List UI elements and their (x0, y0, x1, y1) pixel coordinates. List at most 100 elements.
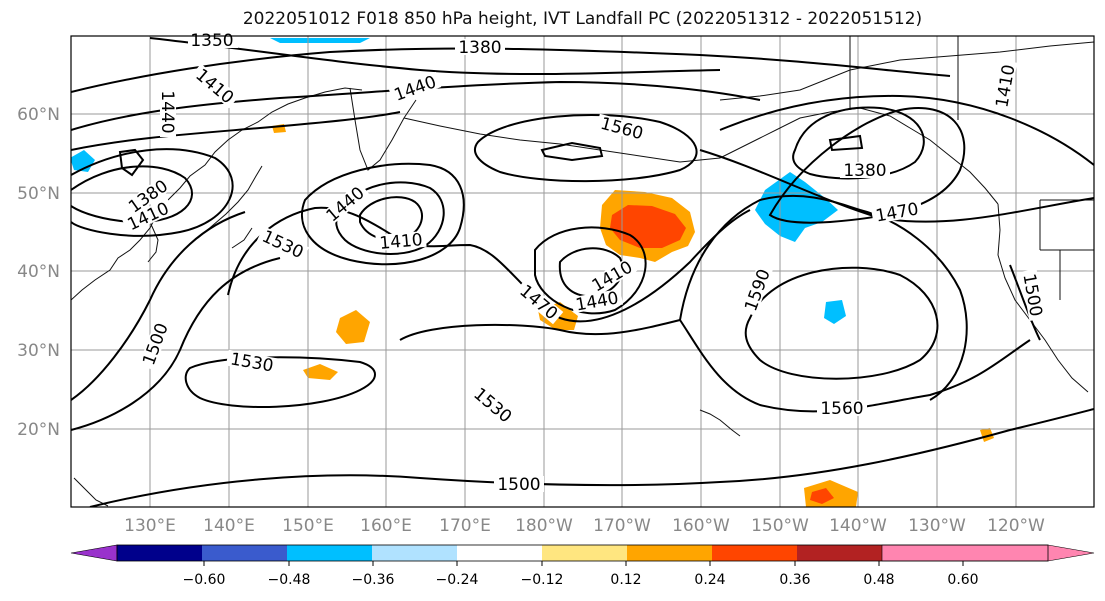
colorbar-tick-label: −0.60 (183, 572, 226, 588)
colorbar (70, 544, 1095, 566)
contour (679, 194, 968, 401)
ivt-positive-patch-small (303, 364, 338, 380)
lon-ticks: 130°E 140°E 150°E 160°E 170°E 180°W 170°… (124, 516, 1045, 536)
lon-tick-label: 180°W (515, 516, 573, 536)
contour (227, 206, 751, 323)
contour (399, 318, 1031, 413)
north-america-coast (997, 203, 1089, 393)
colorbar-tick-label: −0.36 (352, 572, 395, 588)
contour-label: 1470 (874, 199, 920, 226)
ivt-negative-patch (755, 172, 838, 242)
contour (828, 134, 864, 152)
japan (197, 165, 263, 249)
lon-tick-label: 150°W (751, 516, 809, 536)
contour (792, 106, 925, 180)
lon-tick-label: 140°E (203, 516, 255, 536)
lat-tick-label: 40°N (17, 262, 60, 282)
colorbar-tick-label: −0.24 (436, 572, 479, 588)
ivt-positive-patch-small-core (810, 488, 834, 504)
colorbar-ticks: −0.60 −0.48 −0.36 −0.24 −0.12 0.12 0.24 … (183, 572, 979, 588)
colorbar-segment (287, 545, 372, 561)
contour-label: 1410 (379, 230, 424, 254)
lon-tick-label: 120°W (987, 516, 1045, 536)
contour-label: 1500 (139, 321, 173, 368)
contour (71, 211, 246, 401)
colorbar-tick-label: 0.36 (779, 572, 810, 588)
philippines (73, 477, 109, 507)
colorbar-tick-label: 0.60 (947, 572, 978, 588)
lat-tick-label: 50°N (17, 184, 60, 204)
lon-tick-label: 170°E (439, 516, 491, 536)
colorbar-segment (70, 544, 118, 562)
contour-label: 1440 (157, 90, 177, 133)
contour (744, 266, 939, 380)
colorbar-tick-label: −0.48 (268, 572, 311, 588)
ivt-negative-patch-small (270, 38, 370, 43)
colorbar-tick-label: −0.12 (521, 572, 564, 588)
lon-tick-label: 130°E (124, 516, 176, 536)
contour (118, 148, 145, 177)
colorbar-tick-label: 0.12 (610, 572, 641, 588)
contour-label: 1530 (259, 227, 307, 263)
map-frame (70, 35, 1095, 508)
colorbar-segment (712, 545, 797, 561)
korea (147, 221, 159, 263)
colorbar-segment (117, 545, 202, 561)
contour (184, 356, 376, 408)
colorbar-segment (627, 545, 712, 561)
lon-tick-label: 160°E (360, 516, 412, 536)
borders (849, 36, 1094, 300)
contour (149, 37, 721, 76)
contour (359, 196, 424, 241)
lon-tick-label: 150°E (282, 516, 334, 536)
asia-coast (71, 87, 363, 301)
arctic-coast (719, 41, 1094, 101)
contour (719, 94, 1094, 166)
contour-label: 1500 (1018, 272, 1045, 318)
colorbar-frame (116, 544, 1049, 562)
ivt-positive-patch-core (610, 205, 686, 248)
contour (89, 408, 1094, 507)
lat-tick-label: 30°N (17, 341, 60, 361)
aleutians (403, 117, 721, 163)
contour (558, 247, 624, 298)
lon-tick-label: 170°W (593, 516, 651, 536)
colorbar-segment (797, 545, 882, 561)
contour-label: 1350 (190, 31, 233, 51)
contour (473, 113, 698, 183)
contour (71, 47, 951, 93)
lat-tick-label: 20°N (17, 420, 60, 440)
lon-tick-label: 130°W (908, 516, 966, 536)
colorbar-segment (457, 545, 542, 561)
colorbar-segment (202, 545, 287, 561)
alaska-coast (719, 107, 999, 205)
kamchatka (349, 87, 417, 171)
colorbar-tick-label: 0.24 (694, 572, 725, 588)
contour (335, 181, 445, 255)
contour-label: 1530 (229, 349, 275, 376)
contour (301, 162, 465, 266)
lat-ticks: 60°N 50°N 40°N 30°N 20°N (17, 105, 60, 440)
contour-label: 1560 (820, 399, 863, 419)
colorbar-segment (542, 545, 627, 561)
ivt-positive-patch-small (980, 428, 994, 442)
contour-label: 1500 (497, 475, 540, 495)
contour (71, 257, 281, 431)
map-title: 2022051012 F018 850 hPa height, IVT Land… (242, 9, 923, 29)
contour (71, 148, 234, 237)
contour-label: 1380 (843, 161, 886, 181)
lon-tick-label: 160°W (672, 516, 730, 536)
lon-tick-label: 140°W (829, 516, 887, 536)
coastlines (71, 36, 1094, 507)
contour (540, 141, 604, 162)
contour-label: 1590 (741, 267, 775, 314)
colorbar-segment (372, 545, 457, 561)
contour-label: 1380 (458, 38, 501, 58)
lat-tick-label: 60°N (17, 105, 60, 125)
colorbar-segment (881, 544, 1095, 562)
ivt-positive-patch-small (336, 310, 370, 344)
contour (71, 111, 401, 151)
contour (71, 165, 193, 224)
ivt-negative-patch-small (824, 300, 846, 324)
